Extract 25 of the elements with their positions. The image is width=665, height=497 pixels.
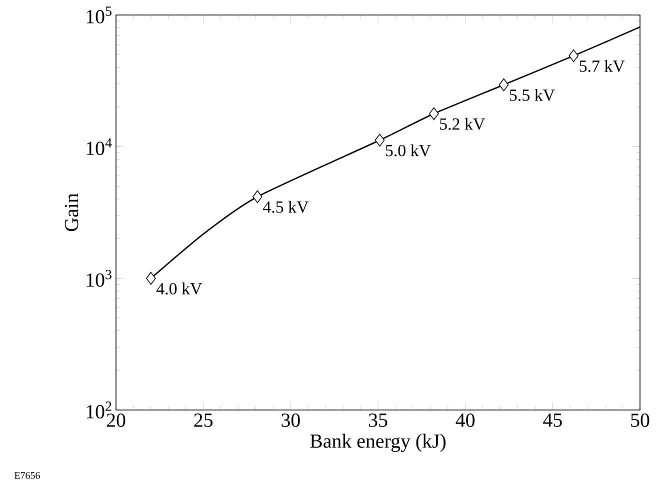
point: [568, 49, 579, 62]
x-axis-title: Bank energy (kJ): [310, 434, 446, 452]
y-tick-label: 10$^{5}$: [86, 6, 112, 24]
x-tick-label: 50: [631, 414, 650, 427]
annotation: 5.0 kV: [386, 144, 431, 156]
y-tick-label: 10$^{3}$: [86, 270, 112, 287]
point: [429, 107, 439, 120]
x-tick-label: 25: [194, 414, 213, 427]
point: [146, 272, 156, 285]
x-tick-label: 35: [368, 414, 388, 427]
y-axis-title: Gain: [64, 193, 78, 232]
x-tick-label: 30: [282, 414, 300, 427]
text: E7656: [14, 472, 40, 479]
point: [252, 190, 262, 204]
annotation: 5.5 kV: [510, 88, 555, 101]
x-tick-label: 40: [456, 414, 475, 427]
y-tick-label: 10$^{4}$: [86, 138, 112, 156]
annotation: 4.0 kV: [156, 282, 202, 295]
annotation: 5.7 kV: [580, 60, 625, 72]
point: [374, 134, 385, 147]
x-tick-label: 20: [106, 414, 126, 427]
annotation: 4.5 kV: [262, 200, 309, 213]
x-tick-label: 45: [543, 414, 562, 427]
annotation: 5.2 kV: [440, 118, 485, 130]
point: [498, 78, 509, 92]
